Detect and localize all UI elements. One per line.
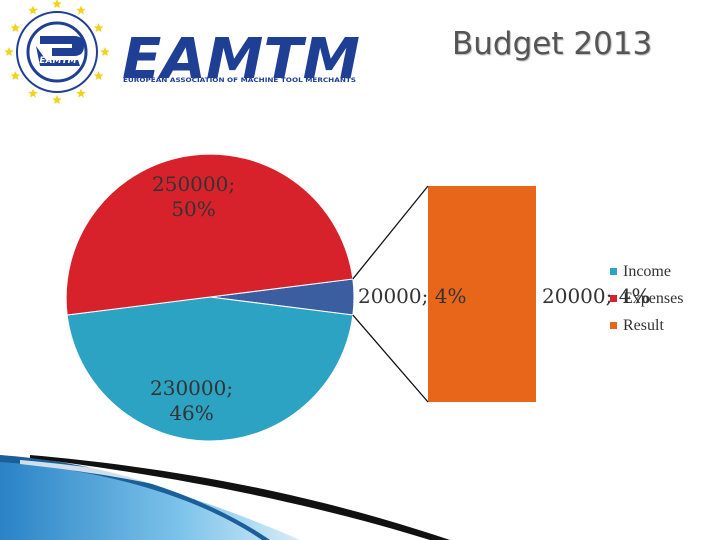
legend-swatch-expenses xyxy=(610,295,617,302)
data-label-result: 20000; 4% xyxy=(358,284,467,308)
logo-seal-text: EAMTM xyxy=(39,56,76,66)
logo-wordmark: EAMTM xyxy=(122,27,360,92)
legend-swatch-income xyxy=(610,268,617,275)
logo-star xyxy=(76,5,86,15)
logo-star xyxy=(76,88,86,98)
logo-star xyxy=(93,71,104,80)
secondary-bar-result xyxy=(428,186,536,402)
logo-star xyxy=(52,95,62,104)
chart-legend: Income Expenses Result xyxy=(610,258,683,339)
logo-star xyxy=(4,47,14,56)
logo-star xyxy=(10,23,21,32)
data-label-income: 230000; 46% xyxy=(150,376,234,425)
logo-star xyxy=(10,71,21,80)
secondary-bar xyxy=(428,186,536,402)
logo-star xyxy=(93,23,104,32)
logo-star xyxy=(100,47,110,56)
legend-label-expenses: Expenses xyxy=(623,289,684,307)
legend-label-result: Result xyxy=(623,316,664,334)
connector-lines xyxy=(352,185,429,403)
eamtm-logo: EAMTM EAMTM EUROPEAN ASSOCIATION OF MACH… xyxy=(4,0,360,104)
data-label-secondary-bar: 20000; 4% xyxy=(542,284,651,308)
connector-line-top xyxy=(352,185,429,280)
legend-item-income: Income xyxy=(610,258,683,285)
logo-tagline: EUROPEAN ASSOCIATION OF MACHINE TOOL MER… xyxy=(123,76,356,84)
legend-swatch-result xyxy=(610,322,617,329)
connector-line-bottom xyxy=(352,314,429,403)
legend-label-income: Income xyxy=(623,262,671,280)
legend-item-result: Result xyxy=(610,312,683,339)
logo-star xyxy=(52,0,62,8)
logo-stars xyxy=(4,0,110,104)
pie-slices xyxy=(65,153,355,442)
logo-star xyxy=(28,5,38,15)
footer-swoosh-decoration xyxy=(0,455,450,540)
data-label-expenses: 250000; 50% xyxy=(152,172,236,221)
legend-item-expenses: Expenses xyxy=(610,285,683,312)
slide-title: Budget 2013 xyxy=(452,26,653,62)
pie-slice-income xyxy=(66,296,354,442)
logo-star xyxy=(28,88,38,98)
pie-slice-expenses xyxy=(65,153,354,316)
